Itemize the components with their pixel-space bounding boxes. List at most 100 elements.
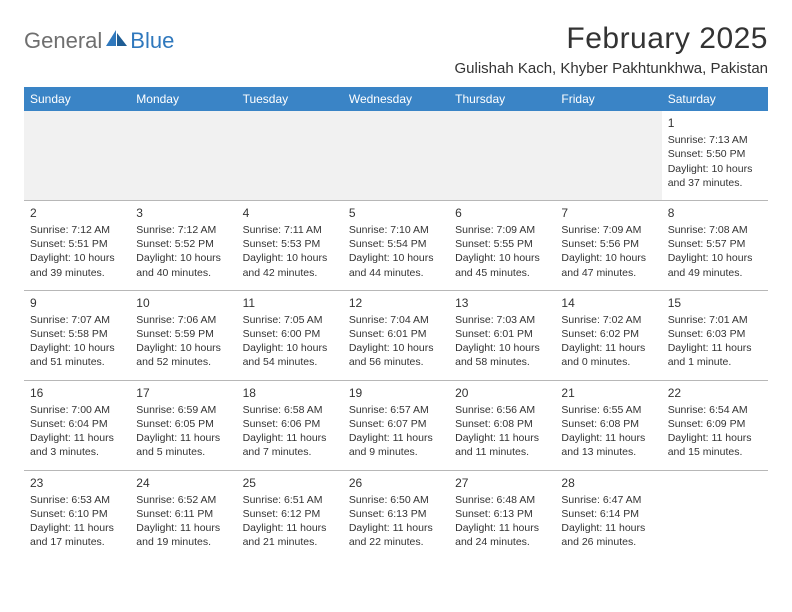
sunrise-text: Sunrise: 6:47 AM (561, 493, 655, 507)
day-number: 18 (243, 385, 337, 401)
sunrise-text: Sunrise: 6:55 AM (561, 403, 655, 417)
calendar-cell: 21Sunrise: 6:55 AMSunset: 6:08 PMDayligh… (555, 380, 661, 470)
sunrise-text: Sunrise: 6:53 AM (30, 493, 124, 507)
daylight-text: Daylight: 10 hours and 54 minutes. (243, 341, 337, 369)
daylight-text: Daylight: 10 hours and 37 minutes. (668, 162, 762, 190)
sunset-text: Sunset: 6:01 PM (455, 327, 549, 341)
calendar-cell: 28Sunrise: 6:47 AMSunset: 6:14 PMDayligh… (555, 470, 661, 559)
sunrise-text: Sunrise: 7:03 AM (455, 313, 549, 327)
sunset-text: Sunset: 6:13 PM (349, 507, 443, 521)
day-number: 28 (561, 475, 655, 491)
sunset-text: Sunset: 5:59 PM (136, 327, 230, 341)
sunrise-text: Sunrise: 6:57 AM (349, 403, 443, 417)
sunset-text: Sunset: 6:12 PM (243, 507, 337, 521)
sunset-text: Sunset: 6:01 PM (349, 327, 443, 341)
sunrise-text: Sunrise: 7:05 AM (243, 313, 337, 327)
sunrise-text: Sunrise: 7:02 AM (561, 313, 655, 327)
day-number: 19 (349, 385, 443, 401)
day-number: 25 (243, 475, 337, 491)
sunset-text: Sunset: 5:51 PM (30, 237, 124, 251)
sunset-text: Sunset: 5:50 PM (668, 147, 762, 161)
calendar-cell: 18Sunrise: 6:58 AMSunset: 6:06 PMDayligh… (237, 380, 343, 470)
sunset-text: Sunset: 6:00 PM (243, 327, 337, 341)
sunrise-text: Sunrise: 7:07 AM (30, 313, 124, 327)
sail-icon (106, 30, 128, 48)
weekday-header: Tuesday (237, 87, 343, 111)
title-block: February 2025 Gulishah Kach, Khyber Pakh… (454, 22, 768, 77)
daylight-text: Daylight: 11 hours and 19 minutes. (136, 521, 230, 549)
daylight-text: Daylight: 10 hours and 56 minutes. (349, 341, 443, 369)
day-number: 24 (136, 475, 230, 491)
calendar-cell: 17Sunrise: 6:59 AMSunset: 6:05 PMDayligh… (130, 380, 236, 470)
calendar-cell: 14Sunrise: 7:02 AMSunset: 6:02 PMDayligh… (555, 290, 661, 380)
daylight-text: Daylight: 10 hours and 40 minutes. (136, 251, 230, 279)
calendar-cell: 9Sunrise: 7:07 AMSunset: 5:58 PMDaylight… (24, 290, 130, 380)
calendar-cell: 10 Sunrise: 7:06 AMSunset: 5:59 PMDayligh… (130, 290, 236, 380)
day-number: 26 (349, 475, 443, 491)
day-number: 4 (243, 205, 337, 221)
sunset-text: Sunset: 6:07 PM (349, 417, 443, 431)
calendar-cell: 16Sunrise: 7:00 AMSunset: 6:04 PMDayligh… (24, 380, 130, 470)
sunset-text: Sunset: 5:58 PM (30, 327, 124, 341)
daylight-text: Daylight: 10 hours and 47 minutes. (561, 251, 655, 279)
sunset-text: Sunset: 6:10 PM (30, 507, 124, 521)
sunset-text: Sunset: 6:14 PM (561, 507, 655, 521)
sunrise-text: Sunrise: 7:00 AM (30, 403, 124, 417)
weekday-header-row: Sunday Monday Tuesday Wednesday Thursday… (24, 87, 768, 111)
calendar-cell: 27Sunrise: 6:48 AMSunset: 6:13 PMDayligh… (449, 470, 555, 559)
sunset-text: Sunset: 6:02 PM (561, 327, 655, 341)
sunrise-text: Sunrise: 7:09 AM (455, 223, 549, 237)
calendar-cell: 12Sunrise: 7:04 AMSunset: 6:01 PMDayligh… (343, 290, 449, 380)
daylight-text: Daylight: 10 hours and 52 minutes. (136, 341, 230, 369)
calendar-cell: 15Sunrise: 7:01 AMSunset: 6:03 PMDayligh… (662, 290, 768, 380)
calendar-cell: 19Sunrise: 6:57 AMSunset: 6:07 PMDayligh… (343, 380, 449, 470)
header: General Blue February 2025 Gulishah Kach… (24, 22, 768, 77)
daylight-text: Daylight: 10 hours and 51 minutes. (30, 341, 124, 369)
calendar-cell (343, 111, 449, 200)
day-number: 8 (668, 205, 762, 221)
weekday-header: Friday (555, 87, 661, 111)
sunset-text: Sunset: 5:52 PM (136, 237, 230, 251)
calendar-cell: 4Sunrise: 7:11 AMSunset: 5:53 PMDaylight… (237, 200, 343, 290)
location-text: Gulishah Kach, Khyber Pakhtunkhwa, Pakis… (454, 60, 768, 77)
sunrise-text: Sunrise: 6:58 AM (243, 403, 337, 417)
month-title: February 2025 (454, 22, 768, 56)
sunrise-text: Sunrise: 7:06 AM (136, 313, 230, 327)
calendar-cell: 23Sunrise: 6:53 AMSunset: 6:10 PMDayligh… (24, 470, 130, 559)
sunrise-text: Sunrise: 6:48 AM (455, 493, 549, 507)
calendar-cell: 6 Sunrise: 7:09 AMSunset: 5:55 PMDaylight… (449, 200, 555, 290)
day-number: 13 (455, 295, 549, 311)
day-number: 20 (455, 385, 549, 401)
sunrise-text: Sunrise: 7:12 AM (136, 223, 230, 237)
sunset-text: Sunset: 6:05 PM (136, 417, 230, 431)
day-number: 2 (30, 205, 124, 221)
day-number: 27 (455, 475, 549, 491)
daylight-text: Daylight: 11 hours and 1 minute. (668, 341, 762, 369)
calendar-cell: 5Sunrise: 7:10 AMSunset: 5:54 PMDaylight… (343, 200, 449, 290)
weekday-header: Wednesday (343, 87, 449, 111)
weekday-header: Monday (130, 87, 236, 111)
daylight-text: Daylight: 10 hours and 45 minutes. (455, 251, 549, 279)
day-number: 10 (136, 295, 230, 311)
daylight-text: Daylight: 10 hours and 44 minutes. (349, 251, 443, 279)
sunrise-text: Sunrise: 7:08 AM (668, 223, 762, 237)
sunset-text: Sunset: 6:08 PM (561, 417, 655, 431)
sunrise-text: Sunrise: 7:11 AM (243, 223, 337, 237)
sunset-text: Sunset: 6:03 PM (668, 327, 762, 341)
calendar-cell: 2Sunrise: 7:12 AMSunset: 5:51 PMDaylight… (24, 200, 130, 290)
sunset-text: Sunset: 5:54 PM (349, 237, 443, 251)
sunset-text: Sunset: 5:55 PM (455, 237, 549, 251)
calendar-cell: 20Sunrise: 6:56 AMSunset: 6:08 PMDayligh… (449, 380, 555, 470)
calendar-cell (237, 111, 343, 200)
sunrise-text: Sunrise: 6:51 AM (243, 493, 337, 507)
sunrise-text: Sunrise: 7:04 AM (349, 313, 443, 327)
calendar-cell: 7Sunrise: 7:09 AMSunset: 5:56 PMDaylight… (555, 200, 661, 290)
calendar-week-row: 2 Sunrise: 7:12 AM Sunset: 5:51 PM Daylight… (24, 200, 768, 290)
daylight-text: Daylight: 11 hours and 3 minutes. (30, 431, 124, 459)
sunrise-text: Sunrise: 6:59 AM (136, 403, 230, 417)
daylight-text: Daylight: 11 hours and 11 minutes. (455, 431, 549, 459)
sunset-text: Sunset: 6:11 PM (136, 507, 230, 521)
sunrise-text: Sunrise: 6:50 AM (349, 493, 443, 507)
day-number: 6 (455, 205, 549, 221)
daylight-text: Daylight: 11 hours and 17 minutes. (30, 521, 124, 549)
